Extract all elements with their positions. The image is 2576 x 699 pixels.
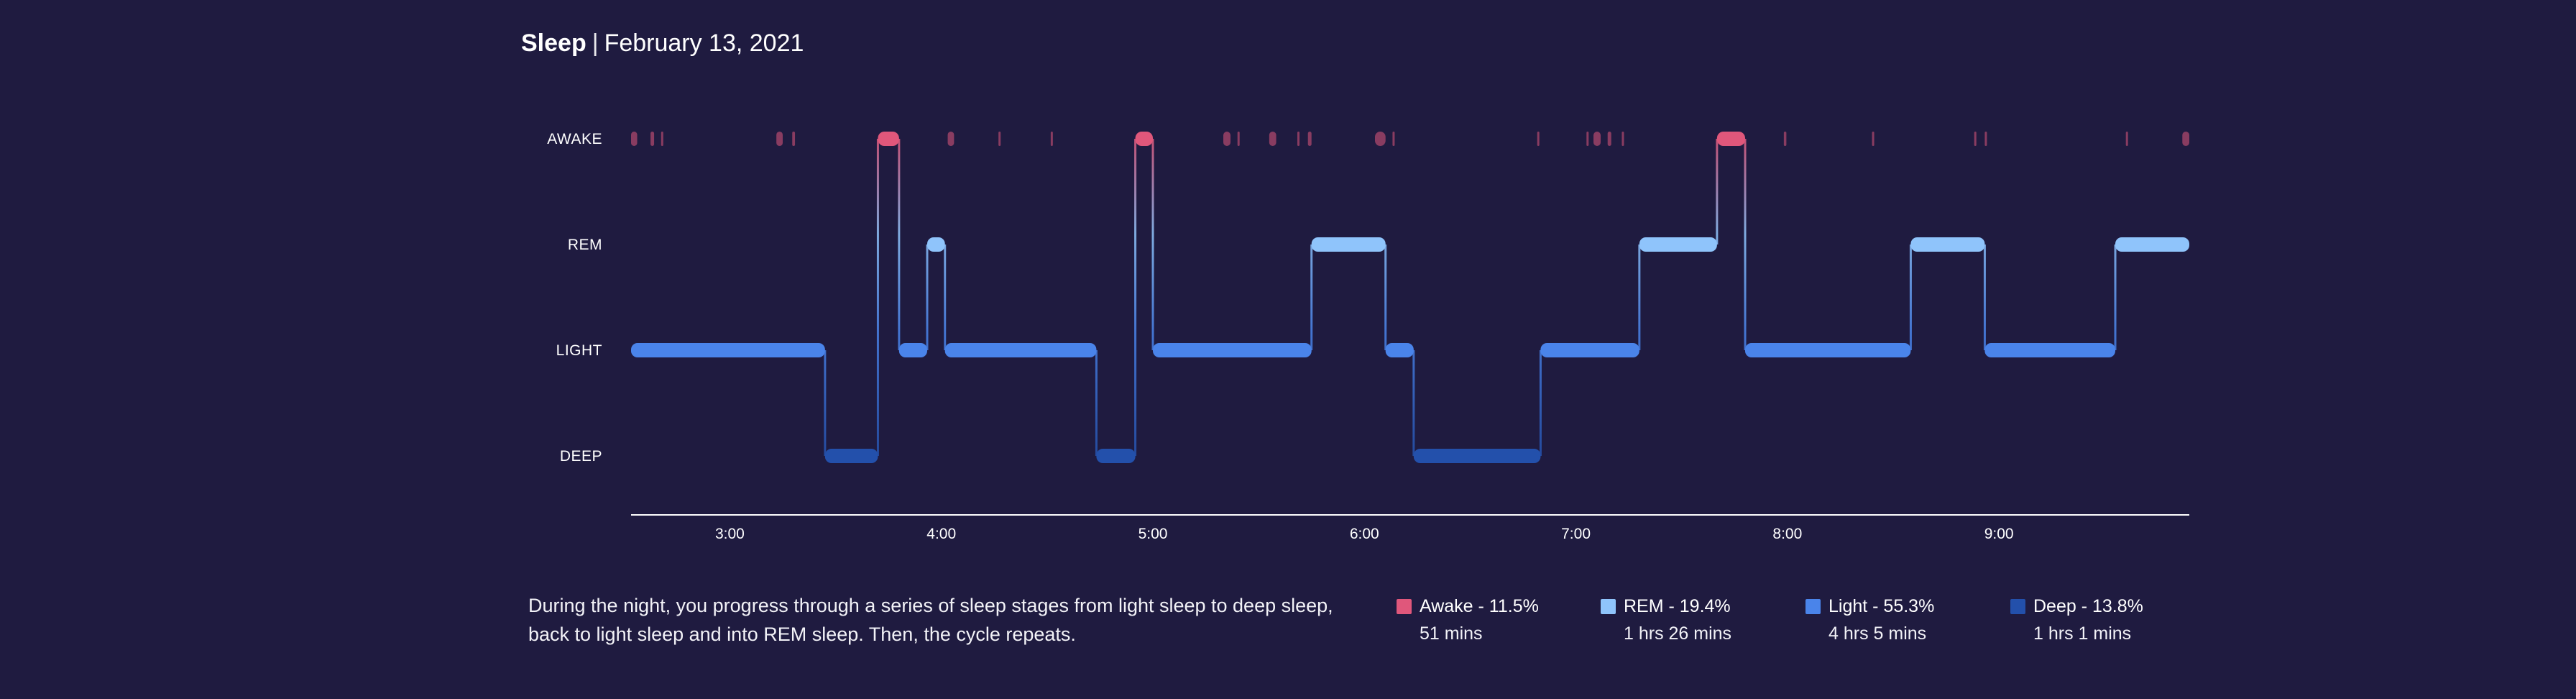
page-date: February 13, 2021 xyxy=(604,29,804,57)
transition-12 xyxy=(1638,245,1641,350)
segment-rem-4 xyxy=(926,237,945,252)
transition-7 xyxy=(1151,139,1154,350)
time-tick-6: 9:00 xyxy=(1984,526,2014,542)
title-separator: | xyxy=(592,29,599,57)
brief-awakening-3 xyxy=(776,132,783,146)
brief-awakening-0 xyxy=(631,132,638,146)
brief-awakening-17 xyxy=(1593,132,1601,146)
brief-awakening-11 xyxy=(1297,132,1300,146)
brief-awakening-5 xyxy=(947,132,954,146)
time-tick-0: 3:00 xyxy=(715,526,745,542)
legend-label-awake: Awake - 11.5% xyxy=(1420,596,1539,616)
segment-awake-7 xyxy=(1135,132,1154,146)
brief-awakening-2 xyxy=(661,132,663,146)
legend: Awake - 11.5% 51 mins REM - 19.4% 1 hrs … xyxy=(0,594,2576,666)
page-title-main: Sleep xyxy=(521,29,586,57)
brief-awakening-23 xyxy=(1984,132,1987,146)
brief-awakening-22 xyxy=(1974,132,1977,146)
segment-awake-2 xyxy=(878,132,899,146)
legend-duration-deep: 1 hrs 1 mins xyxy=(2033,623,2132,644)
legend-label-rem: REM - 19.4% xyxy=(1624,596,1731,616)
segment-light-5 xyxy=(944,343,1097,357)
segment-rem-13 xyxy=(1639,237,1717,252)
legend-duration-light: 4 hrs 5 mins xyxy=(1828,623,1927,644)
brief-awakening-20 xyxy=(1783,132,1787,146)
brief-awakening-8 xyxy=(1223,132,1231,146)
transition-6 xyxy=(1134,139,1137,456)
stage-transitions xyxy=(824,139,2117,456)
legend-duration-rem: 1 hrs 26 mins xyxy=(1624,623,1732,644)
segment-deep-11 xyxy=(1413,449,1541,463)
transition-17 xyxy=(2114,245,2117,350)
brief-awakening-21 xyxy=(1872,132,1874,146)
transition-14 xyxy=(1744,139,1747,350)
stage-label-awake: AWAKE xyxy=(547,131,602,147)
transition-1 xyxy=(876,139,879,456)
transition-4 xyxy=(944,245,947,350)
brief-awakening-16 xyxy=(1586,132,1589,146)
transition-9 xyxy=(1384,245,1387,350)
stage-segments xyxy=(631,132,2189,463)
brief-awakening-13 xyxy=(1375,132,1386,146)
legend-swatch-deep xyxy=(2010,599,2025,614)
stage-label-deep: DEEP xyxy=(560,448,602,465)
brief-awakening-1 xyxy=(650,132,655,146)
segment-rem-18 xyxy=(2115,237,2189,252)
transition-0 xyxy=(824,350,827,456)
page-title: Sleep | February 13, 2021 xyxy=(521,26,804,60)
legend-duration-awake: 51 mins xyxy=(1420,623,1483,644)
time-tick-5: 8:00 xyxy=(1772,526,1802,542)
legend-swatch-light xyxy=(1806,599,1821,614)
legend-swatch-rem xyxy=(1601,599,1616,614)
transition-10 xyxy=(1412,350,1415,456)
transition-13 xyxy=(1716,139,1719,245)
legend-label-light: Light - 55.3% xyxy=(1828,596,1935,616)
legend-label-deep: Deep - 13.8% xyxy=(2033,596,2143,616)
transition-3 xyxy=(926,245,929,350)
description-text: During the night, you progress through a… xyxy=(528,595,1333,645)
brief-awakening-18 xyxy=(1607,132,1611,146)
segment-light-17 xyxy=(1984,343,2115,357)
transition-16 xyxy=(1983,245,1986,350)
time-tick-1: 4:00 xyxy=(926,526,956,542)
segment-rem-16 xyxy=(1910,237,1985,252)
transition-5 xyxy=(1095,350,1098,456)
segment-light-8 xyxy=(1153,343,1312,357)
segment-light-12 xyxy=(1540,343,1639,357)
brief-awakening-15 xyxy=(1537,132,1540,146)
stage-axis-labels: AWAKE REM LIGHT DEEP xyxy=(547,131,602,465)
segment-light-0 xyxy=(631,343,825,357)
stage-label-light: LIGHT xyxy=(556,342,602,359)
segment-awake-14 xyxy=(1716,132,1746,146)
brief-awakening-14 xyxy=(1392,132,1395,146)
segment-light-10 xyxy=(1385,343,1414,357)
transition-11 xyxy=(1539,350,1542,456)
time-tick-4: 7:00 xyxy=(1561,526,1591,542)
segment-rem-9 xyxy=(1311,237,1386,252)
legend-swatch-awake xyxy=(1397,599,1412,614)
time-axis-labels: 3:00 4:00 5:00 6:00 7:00 8:00 9:00 xyxy=(715,526,2014,542)
brief-awakenings xyxy=(631,132,2189,146)
brief-awakening-25 xyxy=(2182,132,2189,146)
brief-awakening-4 xyxy=(792,132,796,146)
transition-8 xyxy=(1310,245,1313,350)
transition-15 xyxy=(1909,245,1912,350)
brief-awakening-12 xyxy=(1307,132,1312,146)
time-tick-2: 5:00 xyxy=(1138,526,1168,542)
segment-light-3 xyxy=(898,343,927,357)
brief-awakening-10 xyxy=(1269,132,1276,146)
brief-awakening-7 xyxy=(1050,132,1053,146)
time-tick-3: 6:00 xyxy=(1350,526,1379,542)
brief-awakening-9 xyxy=(1237,132,1240,146)
brief-awakening-24 xyxy=(2125,132,2128,146)
segment-deep-6 xyxy=(1096,449,1136,463)
transition-2 xyxy=(898,139,901,350)
brief-awakening-19 xyxy=(1622,132,1624,146)
segment-deep-1 xyxy=(824,449,878,463)
stage-label-rem: REM xyxy=(568,237,602,253)
segment-light-15 xyxy=(1745,343,1911,357)
brief-awakening-6 xyxy=(998,132,1001,146)
